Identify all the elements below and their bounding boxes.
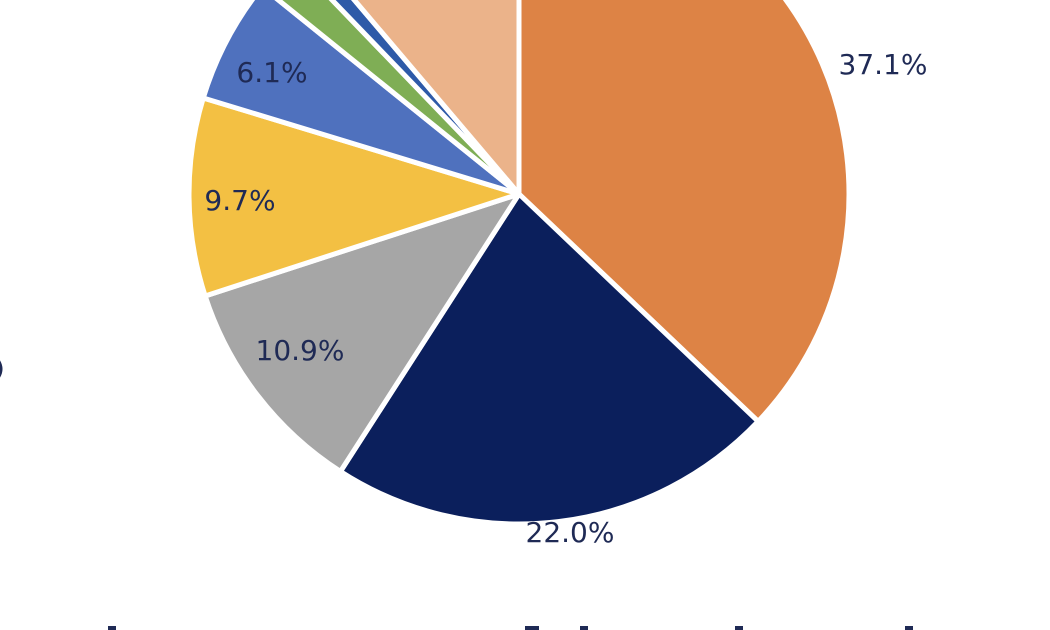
pie-labels: 37.1% 22.0% 10.9% 9.7% 6.1% xyxy=(204,48,927,549)
slice-label: 6.1% xyxy=(236,56,307,89)
slice-label: 10.9% xyxy=(256,334,345,367)
cropped-legend-fragments xyxy=(0,360,913,630)
pie-slice xyxy=(200,0,522,197)
slice-label: 9.7% xyxy=(204,184,275,217)
cropped-legend-mark xyxy=(0,360,3,378)
pie-slice xyxy=(202,191,522,475)
cropped-legend-mark xyxy=(905,626,913,630)
slice-label: 37.1% xyxy=(839,48,928,81)
pie-slice xyxy=(516,0,852,424)
slice-label: 22.0% xyxy=(526,516,615,549)
cropped-legend-mark xyxy=(525,626,539,630)
cropped-legend-mark xyxy=(108,626,116,630)
pie-slice xyxy=(351,0,522,197)
cropped-legend-mark xyxy=(580,626,588,630)
pie-slice xyxy=(186,95,522,299)
cropped-legend-mark xyxy=(735,626,743,630)
pie-slices xyxy=(186,0,852,527)
pie-slice xyxy=(337,191,761,527)
